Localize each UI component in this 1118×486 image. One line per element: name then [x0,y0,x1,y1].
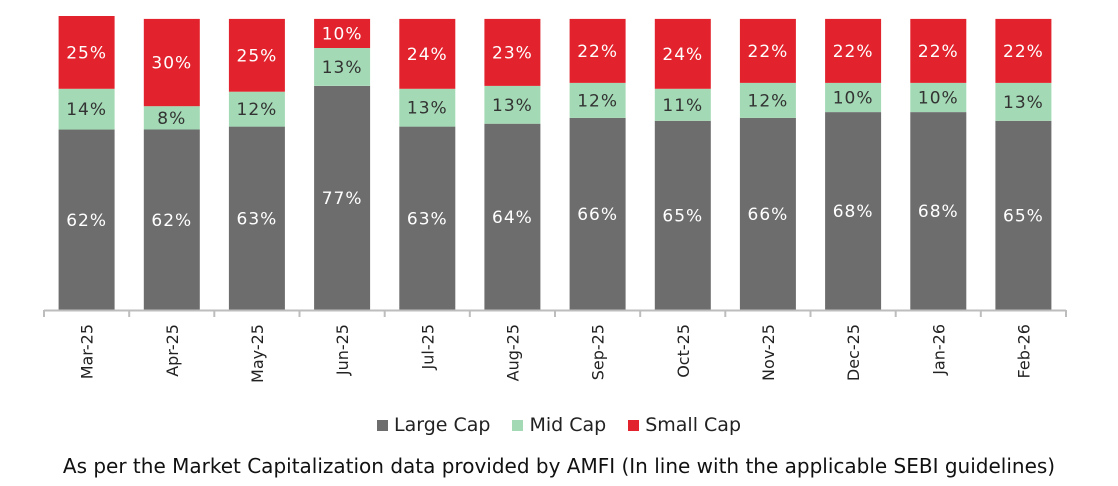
bar-small-cap-jul-25 [399,18,456,89]
bar-small-cap-mar-25 [58,16,115,89]
data-label-large-cap-nov-25: 66% [748,205,789,225]
data-label-mid-cap-feb-26: 13% [1003,93,1044,113]
bar-small-cap-feb-26 [995,18,1052,83]
bar-mid-cap-jun-25 [314,48,371,86]
legend-label-large-cap: Large Cap [394,414,491,436]
data-label-large-cap-mar-25: 62% [66,211,107,231]
x-tick-label-apr-25: Apr-25 [163,324,182,377]
data-label-mid-cap-dec-25: 10% [833,89,874,109]
x-tick-label-jul-25: Jul-25 [418,324,437,370]
data-label-small-cap-oct-25: 24% [662,45,703,65]
data-label-small-cap-dec-25: 22% [833,42,874,62]
data-label-mid-cap-jan-26: 10% [918,89,959,109]
x-tick-label-mar-25: Mar-25 [78,324,97,379]
bar-large-cap-mar-25 [58,129,115,310]
data-label-mid-cap-nov-25: 12% [748,91,789,111]
legend-item-large-cap: Large Cap [377,414,490,436]
legend-label-mid-cap: Mid Cap [529,414,607,436]
data-label-large-cap-apr-25: 62% [151,211,192,231]
data-label-large-cap-sep-25: 66% [577,205,618,225]
bar-mid-cap-feb-26 [995,83,1052,121]
footnote: As per the Market Capitalization data pr… [62,454,1056,478]
bar-mid-cap-oct-25 [654,88,711,121]
data-label-small-cap-apr-25: 30% [151,54,192,74]
data-label-large-cap-dec-25: 68% [833,202,874,222]
bar-large-cap-jun-25 [314,85,371,311]
data-label-large-cap-aug-25: 64% [492,208,533,228]
bar-large-cap-jan-26 [910,112,967,310]
bar-mid-cap-sep-25 [569,83,626,118]
legend-label-small-cap: Small Cap [645,414,741,436]
bar-small-cap-dec-25 [825,18,882,83]
x-tick-label-nov-25: Nov-25 [759,324,778,381]
legend-swatch-small-cap [628,419,640,431]
bar-large-cap-apr-25 [143,129,200,310]
bar-large-cap-feb-26 [995,120,1052,310]
x-tick-label-may-25: May-25 [248,324,267,383]
data-label-small-cap-sep-25: 22% [577,42,618,62]
data-label-large-cap-jul-25: 63% [407,209,448,229]
data-label-large-cap-may-25: 63% [237,209,278,229]
bar-small-cap-oct-25 [654,18,711,89]
legend-swatch-large-cap [377,419,388,431]
data-label-small-cap-mar-25: 25% [66,43,107,63]
x-tick-label-feb-26: Feb-26 [1014,324,1033,378]
bar-small-cap-nov-25 [739,18,796,83]
stacked-bar-chart: 62% 14% 25% 62% 8% 30% 63% 12% 25% 77% 13% 10% 63% 13… [43,16,1067,383]
bar-mid-cap-jul-25 [399,88,456,127]
data-label-large-cap-feb-26: 65% [1003,206,1044,226]
data-label-mid-cap-sep-25: 12% [577,91,618,111]
data-label-small-cap-may-25: 25% [237,46,278,66]
bar-mid-cap-dec-25 [825,83,882,113]
data-label-mid-cap-jun-25: 13% [322,58,363,78]
legend-item-small-cap: Small Cap [628,414,741,436]
bar-small-cap-jan-26 [910,18,967,83]
bar-small-cap-aug-25 [484,18,541,86]
data-label-mid-cap-may-25: 12% [237,100,278,120]
bar-large-cap-dec-25 [825,112,882,310]
bar-mid-cap-mar-25 [58,88,115,130]
data-label-small-cap-feb-26: 22% [1003,42,1044,62]
bar-small-cap-sep-25 [569,18,626,83]
bar-large-cap-aug-25 [484,123,541,310]
bar-large-cap-sep-25 [569,117,626,311]
bar-large-cap-may-25 [228,126,285,310]
data-label-small-cap-jul-25: 24% [407,45,448,65]
x-tick-label-aug-25: Aug-25 [503,324,522,381]
bar-mid-cap-may-25 [228,91,285,127]
data-label-mid-cap-mar-25: 14% [66,100,107,120]
bar-large-cap-jul-25 [399,126,456,310]
bar-large-cap-oct-25 [654,120,711,310]
data-label-large-cap-jun-25: 77% [322,189,363,209]
bar-small-cap-may-25 [228,18,285,92]
data-label-large-cap-jan-26: 68% [918,202,959,222]
data-label-small-cap-aug-25: 23% [492,43,533,63]
data-label-small-cap-nov-25: 22% [748,42,789,62]
legend-item-mid-cap: Mid Cap [512,414,606,436]
data-label-mid-cap-apr-25: 8% [157,109,186,129]
bar-small-cap-apr-25 [143,18,200,107]
bar-mid-cap-apr-25 [143,106,200,130]
legend: Large Cap Mid Cap Small Cap [0,414,1118,436]
data-label-large-cap-oct-25: 65% [662,206,703,226]
x-tick-label-jun-25: Jun-25 [333,324,352,376]
bar-mid-cap-jan-26 [910,83,967,113]
x-tick-label-sep-25: Sep-25 [589,324,608,380]
data-label-small-cap-jun-25: 10% [322,25,363,45]
x-tick-label-dec-25: Dec-25 [844,324,863,381]
data-label-mid-cap-oct-25: 11% [662,96,703,116]
bar-mid-cap-nov-25 [739,83,796,118]
legend-swatch-mid-cap [512,419,524,431]
bar-mid-cap-aug-25 [484,85,541,124]
bar-small-cap-jun-25 [314,18,371,48]
bar-large-cap-nov-25 [739,117,796,311]
data-label-small-cap-jan-26: 22% [918,42,959,62]
x-tick-label-oct-25: Oct-25 [674,324,693,378]
data-label-mid-cap-aug-25: 13% [492,96,533,116]
x-tick-label-jan-26: Jan-26 [929,324,948,376]
data-label-mid-cap-jul-25: 13% [407,99,448,119]
